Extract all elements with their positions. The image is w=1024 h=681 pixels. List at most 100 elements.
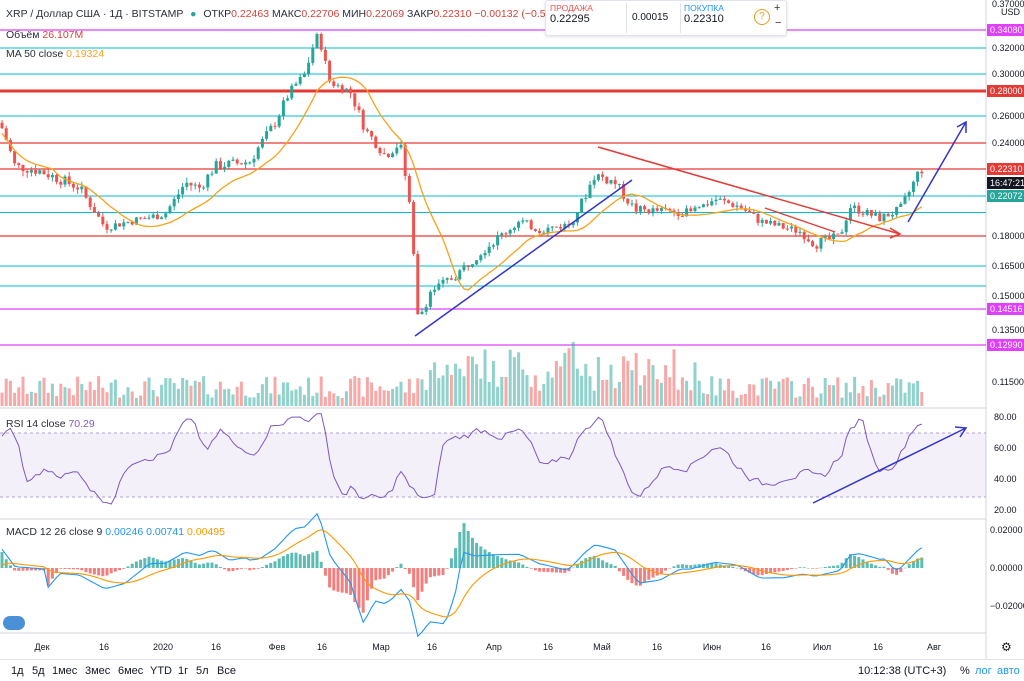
- volume-bar: [407, 378, 411, 406]
- volume-bar: [735, 397, 739, 406]
- volume-bar: [857, 393, 861, 406]
- range-button[interactable]: 3мес: [85, 665, 111, 677]
- macd-hist-bar: [0, 552, 4, 568]
- candle-body: [294, 83, 298, 86]
- trading-chart[interactable]: 0.37000 0.32000 0.30000 0.26000 0.24000 0.180…: [0, 0, 1024, 659]
- volume-bar: [491, 360, 495, 406]
- volume-bar: [4, 378, 8, 406]
- time-tick-label: 16: [652, 642, 662, 652]
- candle-body: [13, 150, 17, 164]
- macd-hist-bar: [773, 568, 777, 573]
- sell-button[interactable]: ПРОДАЖА 0.22295: [550, 3, 627, 33]
- time-tick-label: 2020: [153, 642, 173, 652]
- macd-hist-bar: [76, 568, 80, 570]
- symbol-title[interactable]: XRP / Доллар США · 1Д · BITSTAMP: [6, 8, 184, 20]
- range-button[interactable]: 5д: [32, 665, 45, 677]
- volume-bar: [176, 388, 180, 406]
- range-button[interactable]: 5л: [196, 665, 209, 677]
- macd-hist-bar: [227, 568, 231, 572]
- volume-bar: [798, 396, 802, 406]
- macd-hist-bar: [441, 568, 445, 575]
- macd-hist-bar: [529, 568, 533, 569]
- candle-body: [874, 213, 878, 216]
- ma-label: MA 50 close: [6, 48, 64, 60]
- volume-bar: [613, 388, 617, 406]
- volume-bar: [760, 378, 764, 406]
- candle-body: [256, 147, 260, 159]
- candle-body: [395, 147, 399, 154]
- volume-bar: [714, 395, 718, 406]
- macd-hist-bar: [307, 554, 311, 568]
- macd-hist-bar: [189, 560, 193, 568]
- candle-body: [357, 106, 361, 111]
- volume-bar: [815, 397, 819, 406]
- macd-hist-bar: [483, 549, 487, 568]
- candle-body: [126, 221, 130, 223]
- time-axis[interactable]: Дек 16 2020 16 Фев 16 Мар 16 Апр 16 Май 16 Июн 16 Июл 1…: [34, 642, 941, 652]
- candle-body: [710, 201, 714, 206]
- candle-body: [853, 205, 857, 209]
- candle-body: [668, 208, 672, 211]
- settings-icon[interactable]: ⚙: [1001, 640, 1012, 654]
- volume-bar: [412, 393, 416, 406]
- volume-bar: [580, 375, 584, 406]
- volume-bar: [722, 390, 726, 406]
- macd-hist-bar: [332, 568, 336, 591]
- volume-bar: [739, 394, 743, 406]
- volume-bar: [601, 380, 605, 406]
- price-tag-label: 0.28000: [990, 86, 1023, 96]
- percent-toggle[interactable]: %: [960, 665, 970, 677]
- macd-hist-bar: [470, 537, 474, 568]
- volume-bar: [651, 365, 655, 406]
- time-tick-label: Фев: [269, 642, 286, 652]
- info-icon[interactable]: ?: [754, 9, 770, 25]
- macd-hist-bar: [122, 568, 126, 569]
- cloud-icon[interactable]: [3, 616, 25, 630]
- candle-body: [617, 184, 621, 186]
- auto-toggle[interactable]: авто: [997, 665, 1020, 677]
- candle-body: [752, 212, 756, 214]
- price-axis[interactable]: 0.37000 0.32000 0.30000 0.26000 0.24000 0.180…: [987, 0, 1024, 611]
- macd-hist-bar: [336, 568, 340, 592]
- range-button[interactable]: 1г: [178, 665, 189, 677]
- volume-bar: [378, 386, 382, 406]
- range-button[interactable]: 1мес: [52, 665, 78, 677]
- macd-hist-bar: [832, 565, 836, 568]
- buy-button[interactable]: ПОКУПКА 0.22310: [680, 3, 754, 33]
- macd-hist-bar: [185, 558, 189, 568]
- macd-hist-bar: [563, 568, 567, 573]
- macd-hist-bar: [269, 562, 273, 568]
- macd-hist-bar: [256, 568, 260, 569]
- minus-icon[interactable]: −: [775, 17, 782, 29]
- candle-body: [596, 174, 600, 181]
- macd-hist-bar: [785, 568, 789, 571]
- volume-bar: [655, 379, 659, 406]
- range-button[interactable]: Все: [217, 665, 236, 677]
- volume-bar: [155, 396, 159, 406]
- range-button[interactable]: 1д: [11, 665, 24, 677]
- candle-body: [84, 186, 88, 198]
- macd-hist-bar: [168, 560, 172, 568]
- volume-bar: [689, 390, 693, 406]
- log-toggle[interactable]: лог: [975, 665, 992, 677]
- legend-main: XRP / Доллар США · 1Д · BITSTAMP ● ОТКР0…: [6, 8, 564, 20]
- macd-hist-bar: [391, 568, 395, 572]
- candle-body: [97, 212, 101, 217]
- volume-bar: [374, 390, 378, 406]
- macd-hist-bar: [626, 568, 630, 580]
- macd-hist-bar: [260, 567, 264, 568]
- volume-bar: [609, 364, 613, 406]
- volume-bar: [122, 394, 126, 406]
- volume-bar: [59, 383, 63, 406]
- plus-icon[interactable]: +: [774, 2, 781, 14]
- candle-body: [88, 197, 92, 208]
- candle-body: [21, 164, 25, 172]
- macd-hist-bar: [407, 568, 411, 574]
- volume-bar: [638, 385, 642, 406]
- volume-bar: [811, 386, 815, 406]
- range-button[interactable]: YTD: [150, 665, 172, 677]
- range-button[interactable]: 6мес: [118, 665, 144, 677]
- volume-bar: [764, 377, 768, 406]
- candle-body: [25, 171, 29, 173]
- volume-bar: [294, 389, 298, 406]
